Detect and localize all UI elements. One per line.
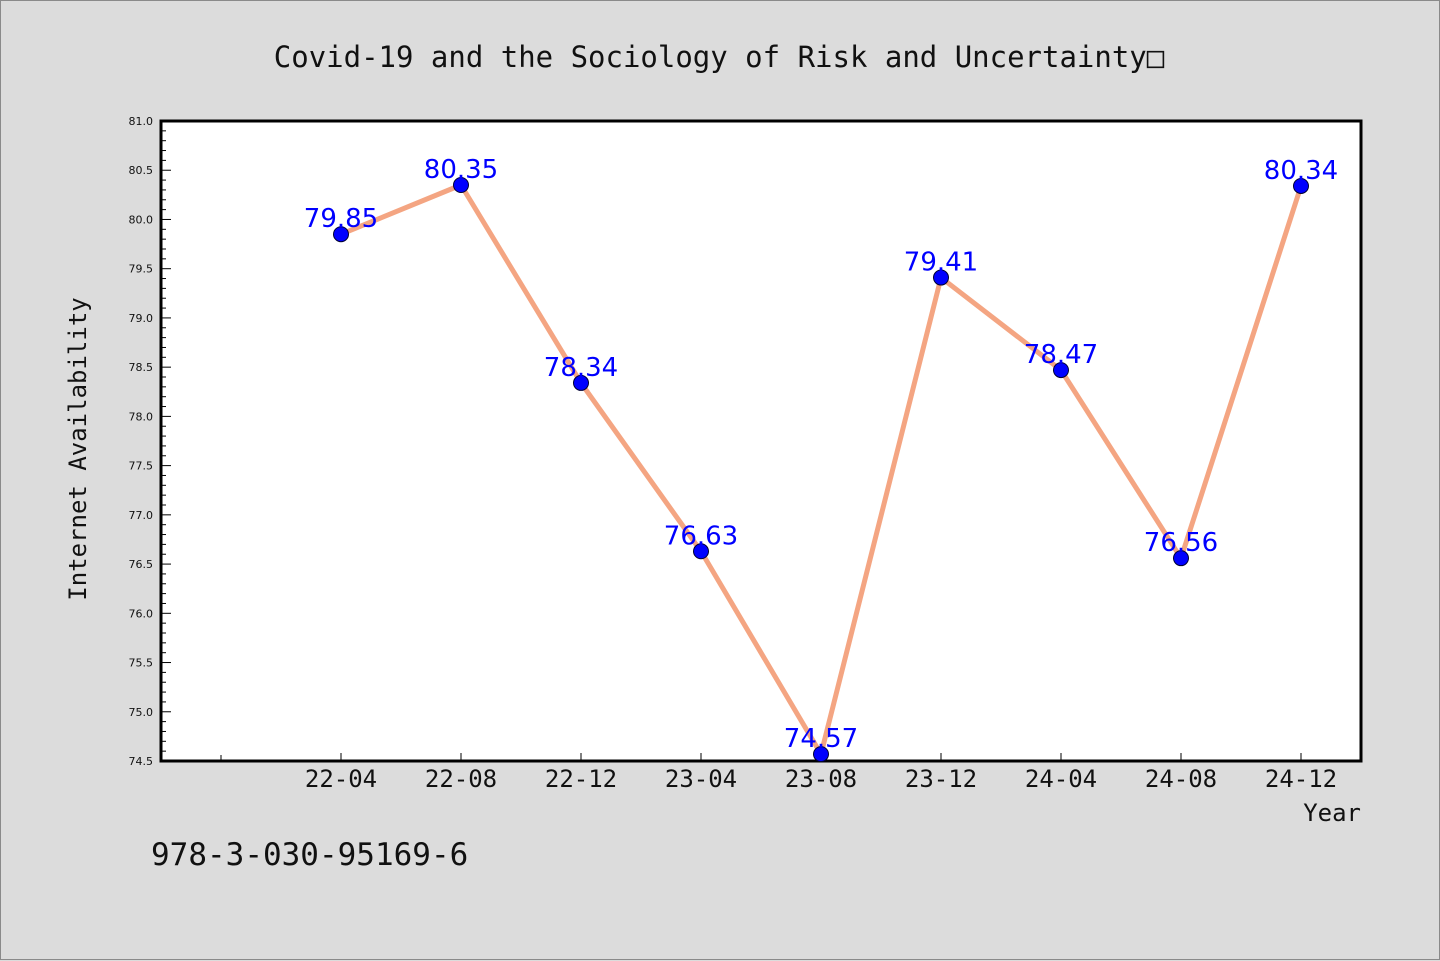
chart-title: Covid-19 and the Sociology of Risk and U…	[274, 40, 1165, 74]
y-axis: 74.5 75.0 75.5 76.0 76.5 77.0 77.5 78.0 78.5 79.0…	[129, 115, 171, 768]
y-tick-label: 79.0	[129, 312, 154, 325]
data-label: 78.34	[544, 353, 618, 383]
data-point	[933, 269, 949, 286]
x-tick-label: 24-12	[1265, 765, 1337, 793]
y-axis-title: Internet Availability	[64, 297, 92, 600]
data-label: 78.47	[1024, 340, 1098, 370]
data-label: 76.56	[1144, 528, 1218, 558]
data-point	[813, 746, 829, 763]
data-point	[573, 374, 589, 391]
y-tick-label: 77.0	[129, 509, 154, 522]
data-label: 76.63	[664, 521, 738, 551]
x-axis-title: Year	[1303, 799, 1361, 827]
y-tick-label: 75.5	[129, 657, 154, 670]
x-tick-label: 22-04	[305, 765, 377, 793]
data-points	[333, 177, 1309, 763]
y-tick-label: 80.5	[129, 164, 154, 177]
y-tick-label: 76.0	[129, 607, 154, 620]
data-label: 79.85	[304, 204, 378, 234]
y-tick-label: 76.5	[129, 558, 154, 571]
x-tick-label: 23-08	[785, 765, 857, 793]
data-point	[1293, 177, 1309, 194]
x-tick-label: 24-04	[1025, 765, 1097, 793]
y-tick-label: 81.0	[129, 115, 154, 128]
x-axis: 22-04 22-08 22-12 23-04 23-08 23-12 24-04 24-08…	[220, 753, 1337, 793]
data-label: 74.57	[784, 724, 858, 754]
x-tick-label: 23-12	[905, 765, 977, 793]
data-point	[453, 177, 469, 193]
data-label: 79.41	[904, 248, 978, 278]
data-label: 80.35	[424, 155, 498, 185]
x-tick-label: 23-04	[665, 765, 737, 793]
data-label: 80.34	[1264, 156, 1338, 186]
x-tick-label: 22-08	[425, 765, 497, 793]
data-point	[693, 543, 709, 560]
data-labels: 79.85 80.35 78.34 76.63 74.57 79.41 78.47 76.56…	[304, 155, 1338, 754]
isbn-footer: 978-3-030-95169-6	[151, 837, 468, 873]
y-tick-label: 77.5	[129, 460, 154, 473]
data-point	[333, 226, 349, 243]
x-tick-label: 24-08	[1145, 765, 1217, 793]
data-point	[1053, 362, 1069, 379]
y-tick-label: 74.5	[129, 755, 154, 768]
y-tick-label: 78.0	[129, 410, 154, 423]
x-tick-label: 22-12	[545, 765, 617, 793]
y-tick-label: 78.5	[129, 361, 154, 374]
y-tick-label: 75.0	[129, 706, 154, 719]
data-point	[1173, 550, 1189, 567]
y-tick-label: 79.5	[129, 263, 154, 276]
y-tick-label: 80.0	[129, 213, 154, 226]
